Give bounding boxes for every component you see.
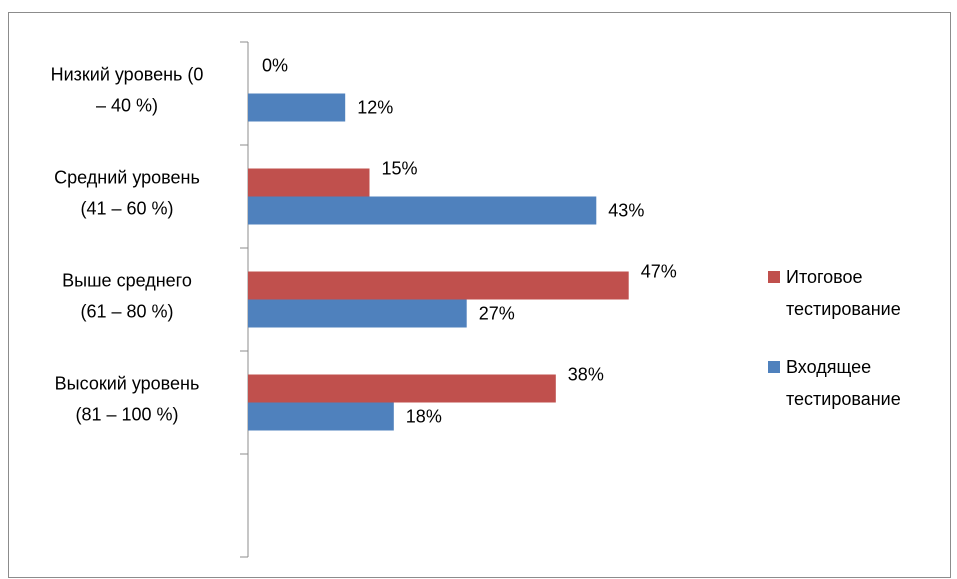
legend-swatch: [768, 271, 780, 283]
category-label-line: Высокий уровень: [55, 374, 200, 394]
category-labels: Низкий уровень (0 – 40 %) Средний уровень (…: [51, 65, 204, 425]
legend-entry-line: тестирование: [786, 299, 901, 319]
data-label: 18%: [406, 407, 442, 427]
bar-final: [248, 271, 629, 300]
category-label: Низкий уровень (0 – 40 %): [51, 65, 204, 116]
category-label-line: Выше среднего: [62, 271, 192, 291]
category-label-line: – 40 %): [96, 96, 158, 116]
category-label-line: (61 – 80 %): [80, 302, 173, 322]
legend-entry-line: тестирование: [786, 389, 901, 409]
data-label: 38%: [568, 365, 604, 385]
data-labels: 0% 12% 15% 43% 47% 27% 38% 18%: [262, 56, 677, 427]
legend-entry: Итоговое тестирование: [786, 267, 901, 319]
legend-entry-line: Входящее: [786, 357, 871, 377]
axis-layer: [240, 41, 249, 558]
legend-swatch: [768, 361, 780, 373]
category-label-line: Низкий уровень (0: [51, 65, 204, 85]
data-label: 15%: [382, 159, 418, 179]
bar-final: [248, 168, 370, 197]
bar-initial: [248, 93, 346, 122]
bars: [248, 93, 629, 431]
data-label: 0%: [262, 56, 288, 76]
legend-entry: Входящее тестирование: [786, 357, 901, 409]
legend-entry-line: Итоговое: [786, 267, 863, 287]
category-label-line: (81 – 100 %): [75, 405, 178, 425]
bar-initial: [248, 196, 597, 225]
data-label: 47%: [641, 262, 677, 282]
bar-final: [248, 374, 556, 403]
category-label-line: (41 – 60 %): [80, 199, 173, 219]
category-label: Выше среднего (61 – 80 %): [62, 271, 192, 322]
bar-initial: [248, 402, 394, 431]
category-label: Высокий уровень (81 – 100 %): [55, 374, 200, 425]
data-label: 12%: [357, 98, 393, 118]
legend: Итоговое тестирование Входящее тестирование: [768, 267, 901, 409]
bar-initial: [248, 299, 467, 328]
data-label: 27%: [479, 304, 515, 324]
category-label: Средний уровень (41 – 60 %): [54, 168, 200, 219]
category-label-line: Средний уровень: [54, 168, 200, 188]
data-label: 43%: [608, 201, 644, 221]
